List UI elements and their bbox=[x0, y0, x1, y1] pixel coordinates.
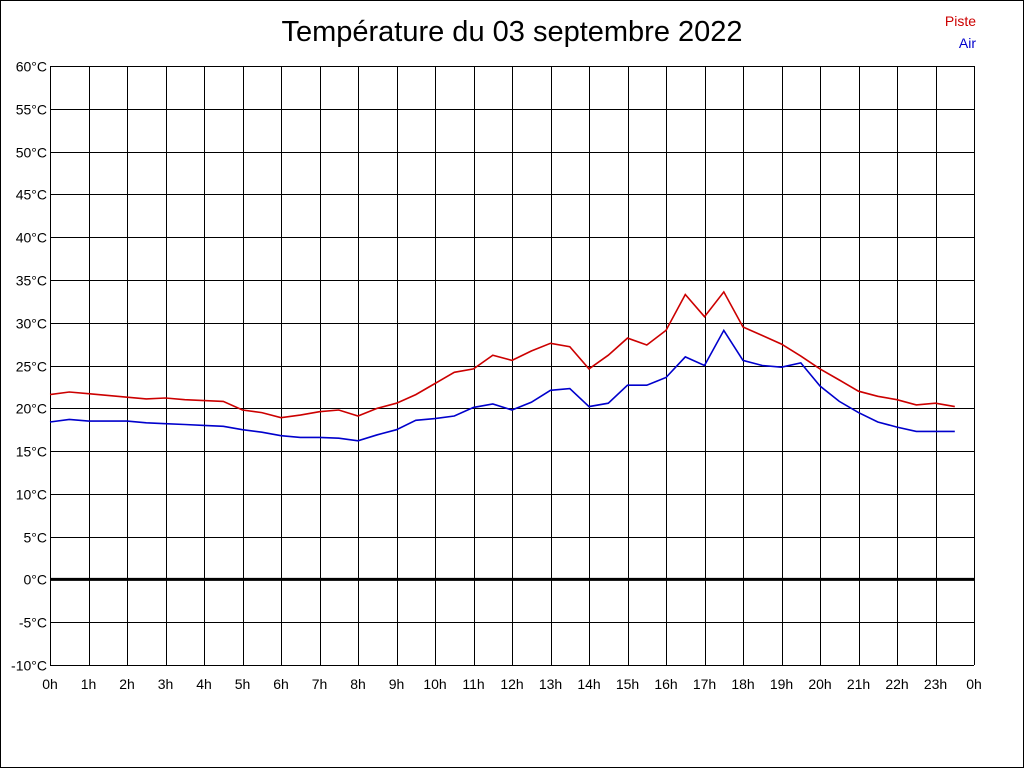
y-tick-label: 40°C bbox=[16, 230, 47, 246]
y-tick-label: 10°C bbox=[16, 487, 47, 503]
x-tick-label: 12h bbox=[500, 676, 523, 692]
x-tick-label: 4h bbox=[196, 676, 212, 692]
y-tick-label: 60°C bbox=[16, 59, 47, 75]
x-tick-label: 16h bbox=[654, 676, 677, 692]
y-tick-label: -10°C bbox=[11, 658, 47, 674]
x-tick-label: 21h bbox=[847, 676, 870, 692]
y-tick-label: 15°C bbox=[16, 444, 47, 460]
x-tick-label: 20h bbox=[808, 676, 831, 692]
x-tick-label: 3h bbox=[158, 676, 174, 692]
y-tick-label: 55°C bbox=[16, 102, 47, 118]
x-tick-label: 19h bbox=[770, 676, 793, 692]
legend-air: Air bbox=[958, 35, 976, 51]
legend-piste: Piste bbox=[944, 13, 976, 29]
x-tick-label: 14h bbox=[577, 676, 600, 692]
x-tick-label: 18h bbox=[731, 676, 754, 692]
grid bbox=[50, 66, 975, 666]
y-tick-label: 20°C bbox=[16, 401, 47, 417]
x-tick-label: 0h bbox=[966, 676, 982, 692]
x-tick-label: 22h bbox=[885, 676, 908, 692]
chart-title: Température du 03 septembre 2022 bbox=[281, 16, 743, 48]
x-tick-label: 9h bbox=[389, 676, 405, 692]
x-tick-label: 13h bbox=[539, 676, 562, 692]
y-tick-label: 25°C bbox=[16, 359, 47, 375]
y-tick-label: 35°C bbox=[16, 273, 47, 289]
x-tick-label: 8h bbox=[350, 676, 366, 692]
x-tick-label: 7h bbox=[312, 676, 328, 692]
x-tick-label: 23h bbox=[924, 676, 947, 692]
series-layer bbox=[49, 290, 955, 442]
x-tick-label: 2h bbox=[119, 676, 135, 692]
y-tick-label: 0°C bbox=[24, 572, 48, 588]
x-tick-label: 15h bbox=[616, 676, 639, 692]
x-tick-label: 10h bbox=[423, 676, 446, 692]
y-tick-label: 5°C bbox=[24, 530, 48, 546]
x-tick-label: 17h bbox=[693, 676, 716, 692]
x-tick-label: 0h bbox=[42, 676, 58, 692]
series-line-piste bbox=[49, 290, 955, 419]
x-tick-label: 11h bbox=[462, 676, 484, 692]
series-line-air bbox=[49, 328, 955, 442]
x-tick-label: 6h bbox=[273, 676, 289, 692]
axis-labels: 0h 1h 2h 3h 4h 5h 6h 7h 8h 9h 10h 11h 12h 13h 14h 15h 16… bbox=[11, 59, 982, 693]
x-tick-label: 1h bbox=[81, 676, 97, 692]
x-tick-label: 5h bbox=[235, 676, 251, 692]
y-tick-label: 45°C bbox=[16, 187, 47, 203]
y-tick-label: -5°C bbox=[19, 615, 47, 631]
y-tick-label: 50°C bbox=[16, 145, 47, 161]
y-tick-label: 30°C bbox=[16, 316, 47, 332]
